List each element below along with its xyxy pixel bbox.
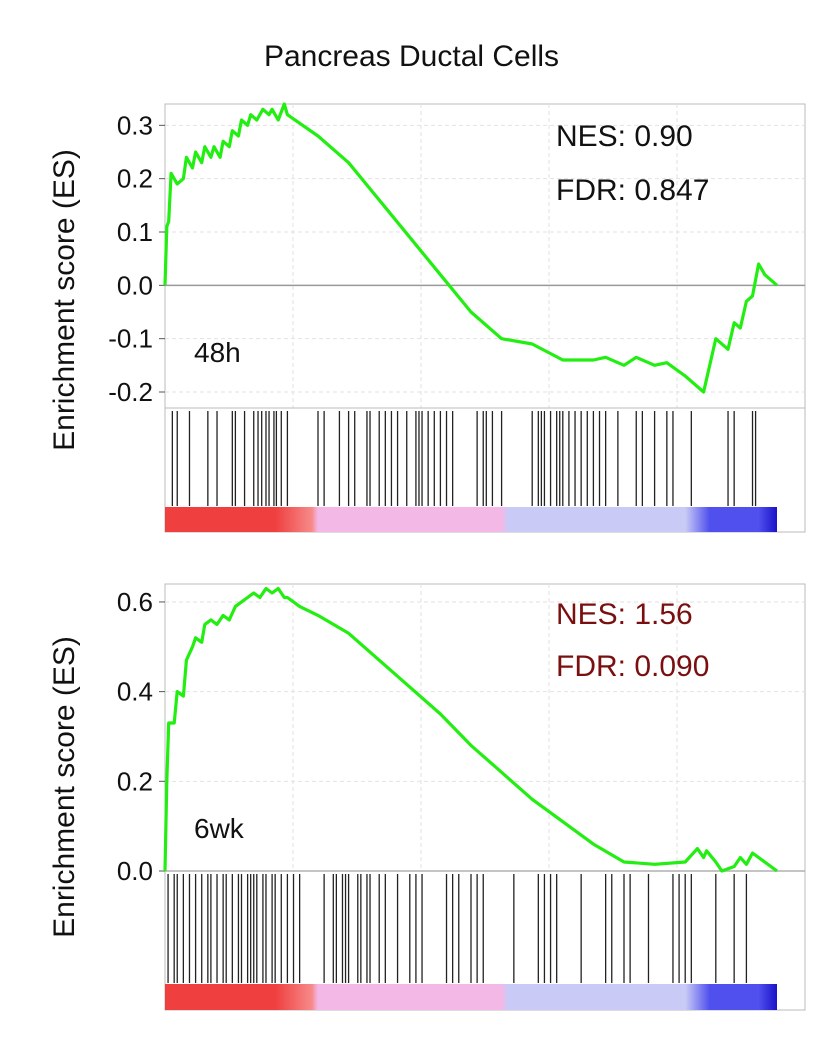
es-curve-48h bbox=[163, 102, 779, 394]
panel-frame bbox=[164, 103, 806, 533]
y-tick-label: -0.2 bbox=[108, 377, 153, 407]
fdr-annotation: FDR: 0.847 bbox=[556, 174, 709, 207]
y-tick-label: 0.0 bbox=[117, 856, 153, 886]
panel-frame bbox=[164, 583, 806, 1011]
figure-title: Pancreas Ductal Cells bbox=[263, 40, 560, 73]
nes-annotation: NES: 0.90 bbox=[556, 120, 693, 153]
y-tick-label: 0.4 bbox=[117, 677, 153, 707]
panel-label-48h: 48h bbox=[194, 337, 241, 368]
ranking-color-bar bbox=[165, 984, 777, 1010]
nes-annotation: NES: 1.56 bbox=[556, 598, 693, 631]
panel-label-6wk: 6wk bbox=[194, 813, 245, 844]
fdr-annotation: FDR: 0.090 bbox=[556, 650, 709, 683]
y-tick-label: 0.6 bbox=[117, 587, 153, 617]
y-tick-label: 0.2 bbox=[117, 766, 153, 796]
y-axis-label: Enrichment score (ES) bbox=[48, 636, 81, 938]
y-axis-label: Enrichment score (ES) bbox=[48, 149, 81, 451]
y-tick-label: 0.1 bbox=[117, 217, 153, 247]
y-tick-label: 0.2 bbox=[117, 164, 153, 194]
y-tick-label: 0.3 bbox=[117, 110, 153, 140]
es-curve-6wk bbox=[163, 586, 778, 873]
es-panel-48h: 0.3 0.2 0.1 0.0 -0.1 -0.2 Enrichment score (ES… bbox=[48, 102, 806, 533]
y-tick-label: -0.1 bbox=[108, 324, 153, 354]
es-panel-6wk: 0.6 0.4 0.2 0.0 Enrichment score (ES) NES: 1.… bbox=[48, 583, 806, 1011]
ranking-color-bar bbox=[165, 507, 777, 532]
y-tick-label: 0.0 bbox=[117, 270, 153, 300]
